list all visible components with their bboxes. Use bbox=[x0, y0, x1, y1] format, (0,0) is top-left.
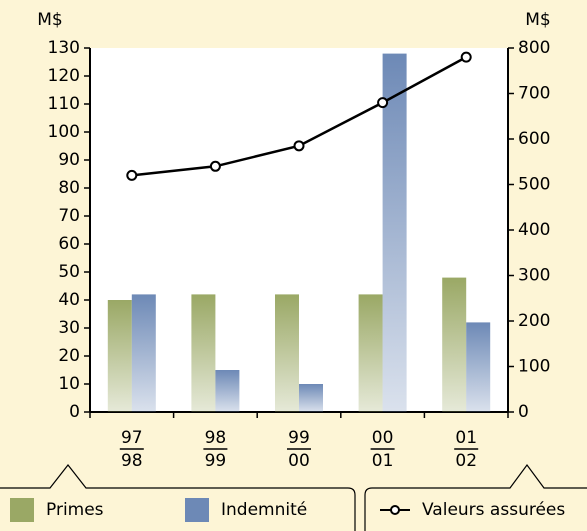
y-tick-label: 70 bbox=[58, 206, 80, 226]
legend-marker bbox=[390, 505, 400, 515]
legend-label: Valeurs assurées bbox=[422, 500, 565, 520]
bar bbox=[358, 294, 383, 412]
line-marker bbox=[209, 160, 221, 172]
y-tick-label: 100 bbox=[48, 122, 80, 142]
bar bbox=[442, 277, 467, 412]
y-tick-label: 30 bbox=[58, 318, 80, 338]
legend-label: Primes bbox=[46, 500, 104, 520]
y-tick-label: 0 bbox=[69, 402, 80, 422]
y-tick-label: 40 bbox=[58, 290, 80, 310]
legend-swatch bbox=[185, 498, 209, 522]
line-marker bbox=[126, 169, 138, 181]
x-tick-label: 99 bbox=[288, 428, 310, 448]
y2-tick-label: 300 bbox=[518, 266, 550, 286]
bar bbox=[191, 294, 216, 412]
x-tick-label: 97 bbox=[121, 428, 143, 448]
legend-box-right bbox=[364, 463, 587, 531]
bar bbox=[107, 300, 132, 412]
line-marker bbox=[460, 51, 472, 63]
x-tick-label: 99 bbox=[205, 451, 227, 471]
y2-tick-label: 600 bbox=[518, 129, 550, 149]
y-tick-label: 80 bbox=[58, 178, 80, 198]
legend-label: Indemnité bbox=[221, 500, 307, 520]
bar bbox=[466, 322, 491, 412]
y-tick-label: 110 bbox=[48, 94, 80, 114]
legend-box-left bbox=[0, 464, 356, 531]
y2-tick-label: 800 bbox=[518, 38, 550, 58]
line-marker bbox=[293, 140, 305, 152]
y2-tick-label: 200 bbox=[518, 311, 550, 331]
y-tick-label: 90 bbox=[58, 150, 80, 170]
bar bbox=[382, 53, 407, 412]
y2-axis-unit: M$ bbox=[525, 10, 550, 30]
y-tick-label: 120 bbox=[48, 66, 80, 86]
x-tick-label: 01 bbox=[372, 451, 394, 471]
y-tick-label: 60 bbox=[58, 234, 80, 254]
x-tick-label: 00 bbox=[372, 428, 394, 448]
y2-tick-label: 500 bbox=[518, 175, 550, 195]
x-tick-label: 02 bbox=[455, 451, 477, 471]
x-tick-label: 98 bbox=[205, 428, 227, 448]
y2-tick-label: 400 bbox=[518, 220, 550, 240]
legend-swatch bbox=[10, 498, 34, 522]
bar bbox=[131, 294, 156, 412]
y-axis-unit: M$ bbox=[37, 10, 62, 30]
x-tick-label: 00 bbox=[288, 451, 310, 471]
y-tick-label: 130 bbox=[48, 38, 80, 58]
y2-tick-label: 100 bbox=[518, 357, 550, 377]
bar bbox=[215, 370, 240, 412]
x-tick-label: 01 bbox=[455, 428, 477, 448]
y-tick-label: 50 bbox=[58, 262, 80, 282]
y-tick-label: 20 bbox=[58, 346, 80, 366]
y2-tick-label: 700 bbox=[518, 84, 550, 104]
y2-tick-label: 0 bbox=[518, 402, 529, 422]
bar bbox=[275, 294, 299, 412]
line-marker bbox=[377, 97, 389, 109]
y-tick-label: 10 bbox=[58, 374, 80, 394]
bar bbox=[299, 384, 323, 412]
x-tick-label: 98 bbox=[121, 451, 143, 471]
